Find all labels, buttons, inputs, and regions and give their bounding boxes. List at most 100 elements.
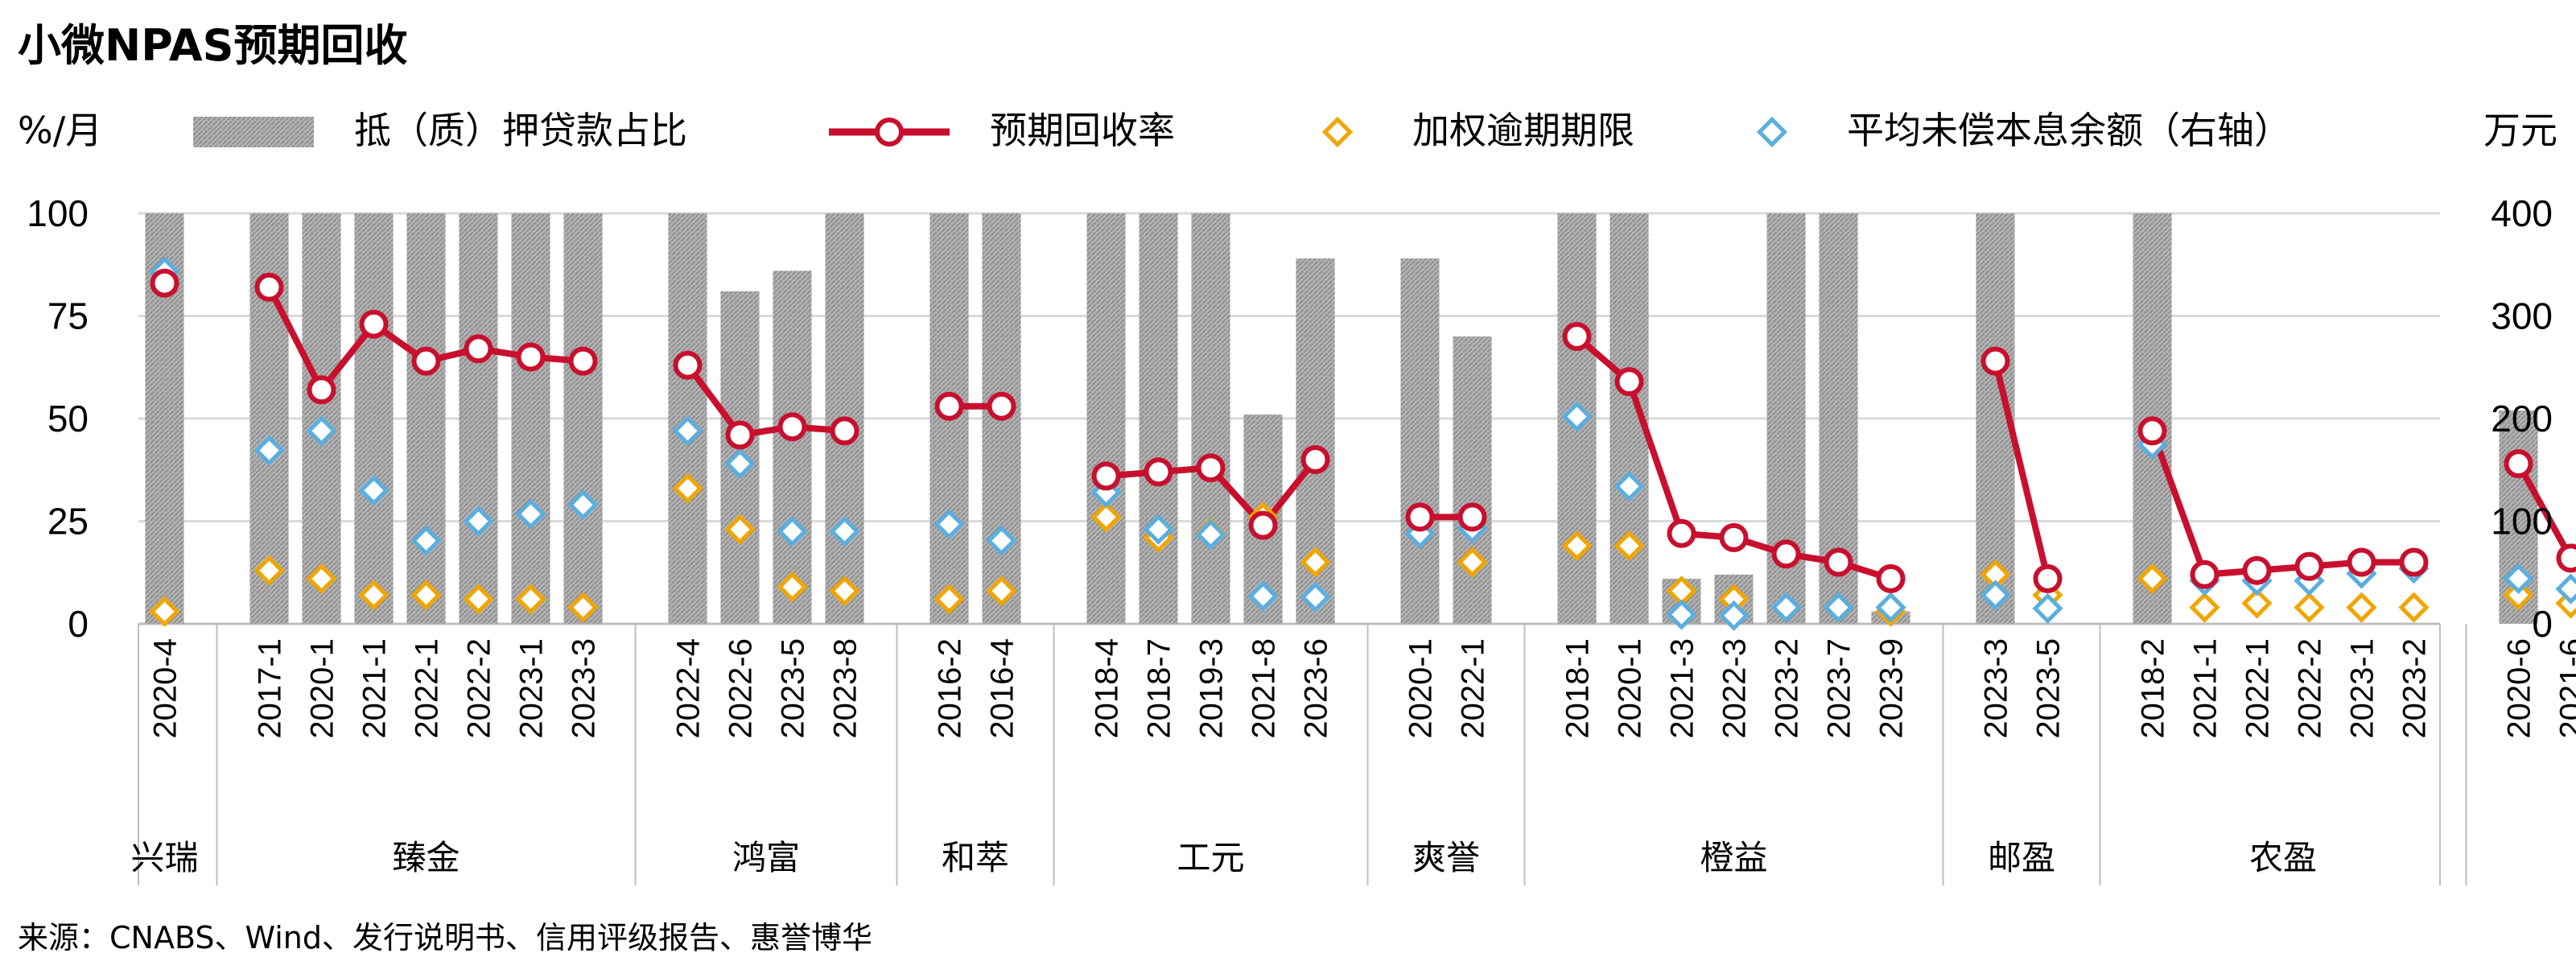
legend-bar-swatch bbox=[193, 117, 314, 147]
chart-title: 小微NPAS预期回收 bbox=[18, 20, 408, 71]
category-label: 2023-8 bbox=[828, 638, 863, 739]
bar bbox=[354, 213, 394, 624]
group-label: 兴瑞 bbox=[130, 838, 198, 877]
term-marker bbox=[2241, 588, 2273, 619]
category-label: 2020-4 bbox=[148, 638, 183, 739]
rate-marker bbox=[1248, 510, 1278, 540]
category-labels: 2020-4 2017-1 2020-1 2021-1 2022-1 2022-2 2023… bbox=[148, 638, 2576, 739]
legend-balance-label: 平均未偿本息余额（右轴） bbox=[1847, 109, 2291, 152]
group-label: 工元 bbox=[1177, 838, 1244, 877]
term-marker bbox=[1980, 559, 2011, 590]
term-marker bbox=[2189, 592, 2220, 623]
balance-marker bbox=[672, 415, 703, 447]
rate-marker bbox=[2399, 547, 2429, 577]
term-marker bbox=[777, 572, 808, 603]
balance-marker bbox=[1300, 581, 1331, 613]
balance-marker bbox=[2555, 573, 2576, 605]
category-label: 2018-4 bbox=[1090, 638, 1125, 739]
category-label: 2023-5 bbox=[2031, 638, 2067, 739]
left-tick-label: 100 bbox=[27, 192, 89, 234]
bar bbox=[1191, 213, 1230, 624]
rate-marker bbox=[1457, 502, 1487, 532]
balance-marker bbox=[986, 525, 1017, 556]
term-marker bbox=[306, 563, 337, 594]
balance-marker bbox=[253, 435, 285, 466]
left-axis-unit: %/月 bbox=[18, 109, 102, 152]
category-label: 2021-3 bbox=[1665, 638, 1700, 739]
rate-marker bbox=[1667, 518, 1696, 548]
balance-marker bbox=[1823, 592, 1854, 623]
balance-marker bbox=[1770, 592, 1802, 623]
bar bbox=[1086, 213, 1126, 624]
category-label: 2020-1 bbox=[1403, 638, 1439, 739]
rate-marker bbox=[2504, 449, 2533, 479]
bar bbox=[1453, 336, 1492, 624]
rate-marker bbox=[1144, 457, 1173, 487]
rate-marker bbox=[254, 272, 284, 302]
rate-marker bbox=[934, 391, 964, 421]
category-label: 2023-3 bbox=[1979, 638, 2014, 739]
category-label: 2023-2 bbox=[2397, 638, 2433, 739]
balance-marker bbox=[777, 516, 808, 547]
rate-marker bbox=[1562, 322, 1592, 351]
left-tick-label: 75 bbox=[47, 295, 89, 337]
rate-line bbox=[685, 363, 845, 439]
category-label: 2023-1 bbox=[2345, 638, 2380, 739]
category-label: 2023-9 bbox=[1874, 638, 1910, 739]
term-marker bbox=[2294, 592, 2325, 623]
term-marker bbox=[358, 580, 389, 611]
category-label: 2023-2 bbox=[1770, 638, 1805, 739]
category-label: 2022-2 bbox=[462, 638, 497, 739]
balance-marker bbox=[1247, 580, 1279, 612]
rate-marker bbox=[830, 416, 859, 446]
category-label: 2020-1 bbox=[1613, 638, 1648, 739]
right-tick-label: 0 bbox=[2532, 603, 2553, 645]
category-label: 2019-3 bbox=[1194, 638, 1230, 739]
rate-marker bbox=[2137, 416, 2167, 446]
balance-marker bbox=[1718, 600, 1750, 631]
term-marker bbox=[2503, 580, 2534, 611]
rate-marker bbox=[2347, 547, 2376, 577]
term-marker bbox=[934, 584, 965, 615]
rate-marker bbox=[1771, 539, 1801, 569]
rate-marker bbox=[1300, 445, 1330, 474]
category-label: 2020-6 bbox=[2502, 638, 2537, 739]
group-label: 农盈 bbox=[2249, 838, 2317, 877]
category-label: 2023-6 bbox=[1299, 638, 1334, 739]
right-axis: 0 100 200 300 400 bbox=[2491, 192, 2553, 645]
balance-marker bbox=[1666, 599, 1697, 630]
rate-line bbox=[1992, 360, 2051, 580]
rate-marker bbox=[2033, 563, 2063, 593]
group-label: 和萃 bbox=[942, 838, 1009, 877]
balance-marker bbox=[358, 475, 389, 506]
group-dividers bbox=[138, 624, 2467, 885]
balance-marker bbox=[829, 516, 860, 547]
term-marker bbox=[724, 514, 756, 545]
rate-marker bbox=[1824, 547, 1853, 577]
bar bbox=[1139, 213, 1178, 624]
rate-marker bbox=[1196, 453, 1226, 483]
bar bbox=[773, 270, 812, 624]
category-label: 2021-1 bbox=[2188, 638, 2224, 739]
balance-marker bbox=[1614, 471, 1645, 502]
term-marker bbox=[410, 580, 442, 611]
term-marker bbox=[1457, 547, 1488, 578]
right-axis-unit: 万元 bbox=[2483, 109, 2557, 152]
balance-marker bbox=[1143, 514, 1174, 545]
balance-marker bbox=[515, 498, 546, 530]
term-marker bbox=[672, 472, 703, 504]
rate-marker bbox=[411, 346, 441, 376]
group-labels: 兴瑞臻金鸿富和萃工元爽誉橙益邮盈农盈建鑫 bbox=[130, 838, 2317, 877]
category-label: 2022-1 bbox=[1456, 638, 1491, 739]
legend-bar-label: 抵（质）押贷款占比 bbox=[354, 109, 687, 152]
legend: %/月 抵（质）押贷款占比 预期回收率 加权逾期期限 平均未偿本息余额（右轴） … bbox=[18, 109, 2557, 152]
category-label: 2022-1 bbox=[2240, 638, 2276, 739]
term-marker bbox=[986, 576, 1017, 607]
group-label: 臻金 bbox=[392, 838, 460, 877]
left-tick-label: 25 bbox=[47, 501, 89, 543]
term-marker bbox=[2398, 592, 2430, 623]
group-label: 鸿富 bbox=[732, 838, 800, 877]
term-marker bbox=[1561, 530, 1593, 562]
bar bbox=[406, 213, 446, 624]
markers bbox=[149, 256, 2576, 631]
